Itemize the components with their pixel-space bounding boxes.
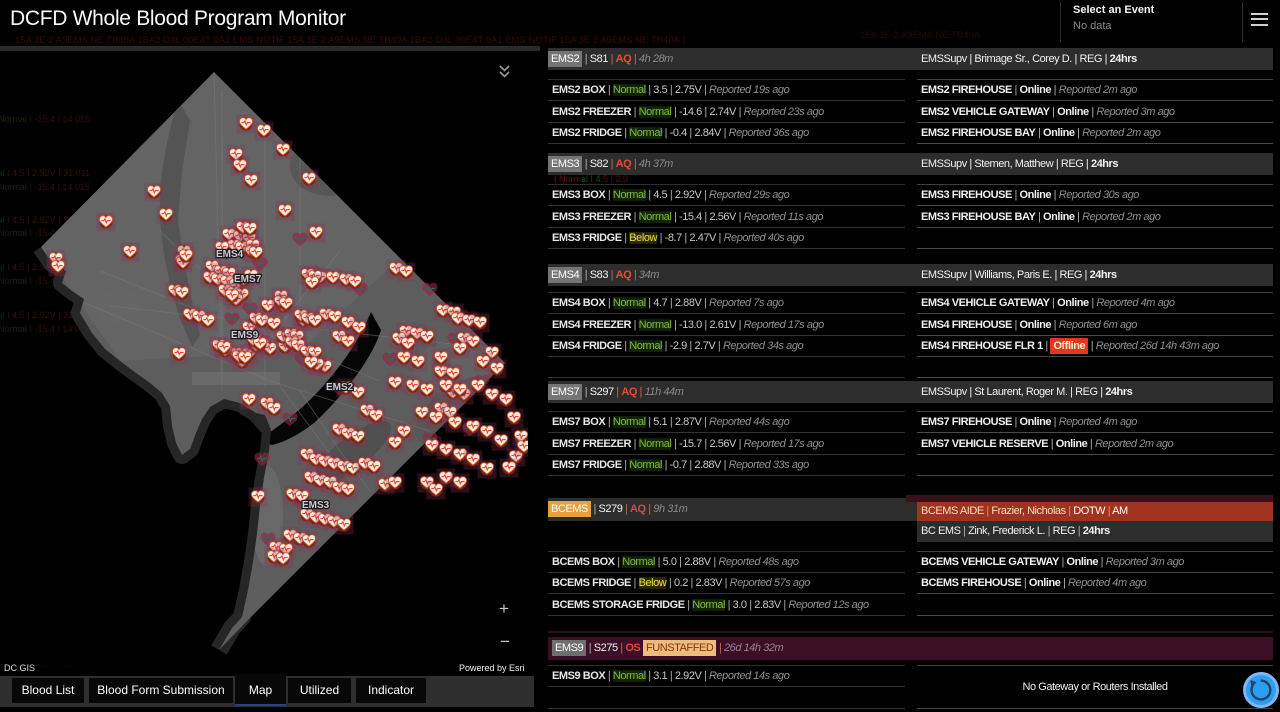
svg-text:EMS3: EMS3 (302, 500, 330, 511)
svg-text:EMS2: EMS2 (326, 382, 354, 393)
svg-text:EMS4: EMS4 (216, 249, 244, 260)
svg-text:−: − (500, 632, 510, 651)
svg-text:EMS9: EMS9 (231, 330, 259, 341)
svg-text:+: + (499, 599, 509, 618)
svg-text:EMS7: EMS7 (234, 274, 262, 285)
